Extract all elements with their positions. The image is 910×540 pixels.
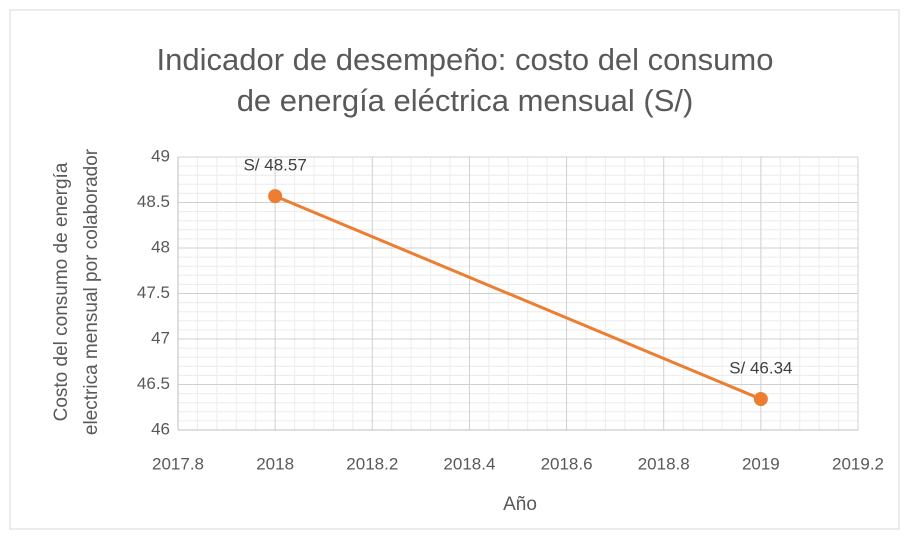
y-tick-label: 49 — [151, 146, 170, 165]
y-tick-label: 48 — [151, 237, 170, 256]
x-tick-label: 2019.2 — [832, 454, 884, 473]
y-tick-label: 46.5 — [137, 374, 170, 393]
x-tick-label: 2019 — [742, 454, 780, 473]
data-point — [753, 392, 768, 407]
x-tick-label: 2018.4 — [443, 454, 495, 473]
data-point — [268, 189, 283, 204]
y-tick-label: 48.5 — [137, 192, 170, 211]
x-tick-label: 2018.2 — [346, 454, 398, 473]
data-label: S/ 48.57 — [243, 156, 306, 175]
x-tick-label: 2018.8 — [638, 454, 690, 473]
y-tick-label: 47 — [151, 328, 170, 347]
x-tick-label: 2018 — [256, 454, 294, 473]
y-axis-title: electrica mensual por colaborador — [81, 148, 102, 435]
chart-title: de energía eléctrica mensual (S/) — [237, 83, 694, 118]
x-axis-title: Año — [503, 494, 537, 515]
x-tick-label: 2017.8 — [152, 454, 204, 473]
x-tick-label: 2018.6 — [541, 454, 593, 473]
y-axis-title: Costo del consumo de energía — [51, 162, 72, 421]
y-tick-label: 46 — [151, 419, 170, 438]
data-label: S/ 46.34 — [729, 359, 792, 378]
chart-title: Indicador de desempeño: costo del consum… — [157, 42, 774, 77]
y-tick-label: 47.5 — [137, 283, 170, 302]
series-line — [274, 194, 762, 401]
